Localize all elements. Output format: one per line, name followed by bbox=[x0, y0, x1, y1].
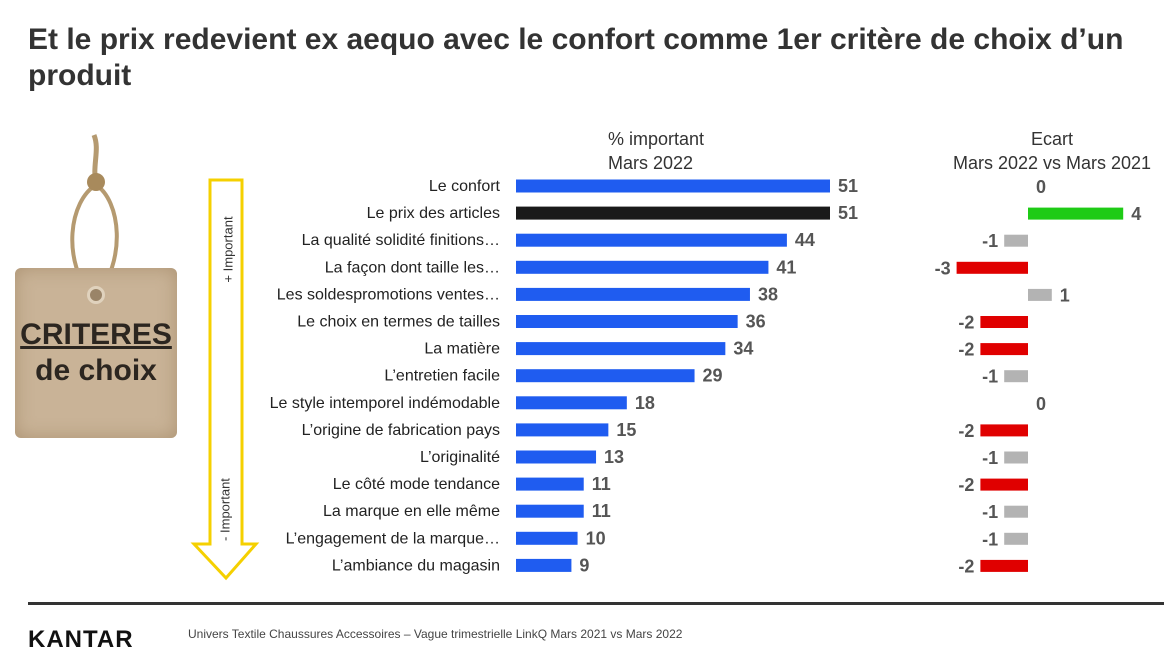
slide-title: Et le prix redevient ex aequo avec le co… bbox=[28, 23, 1124, 92]
diff-value-label: -2 bbox=[958, 475, 974, 495]
main-bar bbox=[516, 558, 572, 572]
diff-value-label: 1 bbox=[1060, 285, 1070, 305]
main-bar bbox=[516, 423, 609, 437]
main-value-label: 51 bbox=[838, 176, 858, 196]
category-label: La marque en elle même bbox=[323, 503, 500, 520]
category-label: La qualité solidité finitions… bbox=[302, 232, 500, 249]
main-value-label: 9 bbox=[579, 555, 589, 575]
main-bar bbox=[516, 450, 597, 464]
main-bar bbox=[516, 369, 695, 383]
main-value-label: 36 bbox=[746, 312, 766, 332]
main-bar bbox=[516, 206, 830, 220]
main-bar bbox=[516, 315, 738, 328]
bar-chart: Le confort 51 0 Le prix des articles 51 4 La q… bbox=[270, 176, 1142, 576]
main-bar bbox=[516, 504, 584, 518]
diff-value-label: -1 bbox=[982, 231, 998, 251]
footer-source-note: Univers Textile Chaussures Accessoires –… bbox=[188, 627, 683, 641]
diff-value-label: -1 bbox=[982, 502, 998, 522]
diff-value-label: 0 bbox=[1036, 177, 1046, 197]
main-bar bbox=[516, 287, 750, 301]
main-bar bbox=[516, 233, 787, 247]
category-label: L’entretien facile bbox=[384, 368, 500, 385]
main-header-line2: Mars 2022 bbox=[608, 153, 694, 173]
tag-hole bbox=[87, 286, 105, 304]
diff-column-header: Ecart Mars 2022 vs Mars 2021 bbox=[940, 127, 1164, 175]
main-value-label: 34 bbox=[733, 339, 753, 359]
diff-bar bbox=[980, 343, 1028, 356]
diff-value-label: -2 bbox=[958, 556, 974, 576]
diff-value-label: -1 bbox=[982, 367, 998, 387]
diff-value-label: -2 bbox=[958, 340, 974, 360]
diff-header-line2: Mars 2022 vs Mars 2021 bbox=[952, 153, 1152, 173]
main-value-label: 18 bbox=[635, 393, 655, 413]
diff-bar bbox=[1004, 505, 1028, 518]
category-label: Le côté mode tendance bbox=[333, 476, 500, 493]
category-label: La matière bbox=[424, 341, 500, 358]
diff-bar bbox=[980, 316, 1028, 328]
category-label: Le prix des articles bbox=[367, 205, 500, 222]
category-label: L’origine de fabrication pays bbox=[302, 422, 500, 439]
main-bar bbox=[516, 396, 627, 410]
diff-bar bbox=[1004, 370, 1028, 383]
diff-value-label: -2 bbox=[958, 421, 974, 441]
diff-bar bbox=[1028, 288, 1052, 301]
category-label: L’originalité bbox=[420, 449, 500, 466]
string-icon bbox=[70, 134, 119, 302]
diff-value-label: 0 bbox=[1036, 394, 1046, 414]
main-value-label: 29 bbox=[703, 366, 723, 386]
category-label: Le choix en termes de tailles bbox=[297, 314, 500, 331]
main-value-label: 38 bbox=[758, 284, 778, 304]
category-label: L’ambiance du magasin bbox=[332, 557, 500, 574]
category-label: Le style intemporel indémodable bbox=[270, 395, 500, 412]
main-value-label: 13 bbox=[604, 447, 624, 467]
main-value-label: 41 bbox=[776, 257, 796, 277]
diff-bar bbox=[980, 424, 1028, 437]
main-header-line1: % important bbox=[608, 129, 705, 149]
diff-value-label: -2 bbox=[958, 313, 974, 333]
main-column-header: % important Mars 2022 bbox=[608, 127, 704, 175]
category-label: L’engagement de la marque… bbox=[286, 530, 500, 547]
category-label: Les soldespromotions ventes… bbox=[277, 286, 500, 303]
main-bar bbox=[516, 342, 726, 356]
diff-bar bbox=[980, 559, 1028, 572]
diff-bar bbox=[1004, 234, 1028, 247]
main-value-label: 10 bbox=[586, 528, 606, 548]
down-arrow-icon bbox=[190, 178, 260, 581]
diff-bar bbox=[1004, 451, 1028, 464]
category-label: Le confort bbox=[429, 178, 501, 195]
tag-title-line2: de choix bbox=[35, 354, 157, 387]
main-value-label: 11 bbox=[592, 501, 611, 521]
main-bar bbox=[516, 260, 769, 274]
main-bar bbox=[516, 531, 578, 545]
diff-bar bbox=[1028, 207, 1124, 220]
diff-value-label: -1 bbox=[982, 448, 998, 468]
main-value-label: 15 bbox=[616, 420, 636, 440]
diff-value-label: -1 bbox=[982, 529, 998, 549]
main-bar bbox=[516, 477, 584, 491]
footer-divider bbox=[28, 602, 1164, 605]
main-value-label: 11 bbox=[592, 474, 611, 494]
main-bar bbox=[516, 179, 830, 193]
tag-title-line1: CRITERES bbox=[20, 318, 172, 351]
diff-value-label: -3 bbox=[935, 258, 951, 278]
diff-bar bbox=[1004, 532, 1028, 545]
diff-bar bbox=[956, 261, 1028, 274]
diff-bar bbox=[980, 478, 1028, 491]
main-value-label: 51 bbox=[838, 203, 858, 223]
diff-value-label: 4 bbox=[1131, 204, 1141, 224]
category-label: La façon dont taille les… bbox=[325, 259, 500, 276]
diff-header-line1: Ecart bbox=[1030, 129, 1073, 149]
kantar-logo: KANTAR bbox=[28, 626, 134, 653]
main-value-label: 44 bbox=[795, 230, 815, 250]
